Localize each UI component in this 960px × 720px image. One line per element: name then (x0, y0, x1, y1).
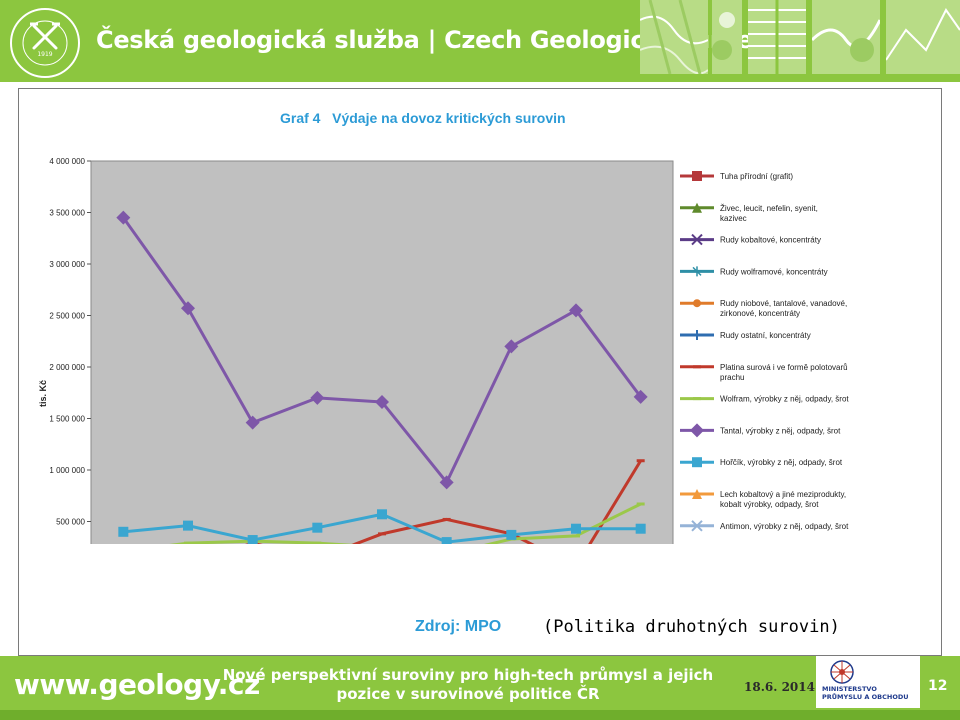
legend-label: Tuha přírodní (grafit) (720, 172, 793, 181)
legend-item: Lech kobaltový a jiné meziprodukty,kobal… (680, 489, 846, 509)
data-point (636, 502, 645, 506)
legend-item: Tantal, výrobky z něj, odpady, šrot (680, 423, 841, 438)
y-tick-label: 1 000 000 (49, 466, 85, 475)
data-point (118, 526, 129, 537)
legend-label: Hořčík, výrobky z něj, odpady, šrot (720, 458, 843, 467)
plot-area (90, 160, 674, 544)
legend-item: Platina surová i ve formě polotovarůprac… (680, 363, 848, 382)
y-tick-label: 2 000 000 (49, 363, 85, 372)
legend-label: Antimon, výrobky z něj, odpady, šrot (720, 522, 849, 531)
data-point (690, 423, 704, 438)
y-tick-label: 3 000 000 (49, 260, 85, 269)
data-point (633, 389, 648, 404)
source-note: (Politika druhotných surovin) (543, 617, 840, 637)
header-decor-tile (712, 0, 742, 74)
legend-label: Tantal, výrobky z něj, odpady, šrot (720, 426, 841, 435)
legend-item: Rudy ostatní, koncentráty (680, 330, 811, 340)
data-point (693, 397, 701, 401)
legend-item: Živec, leucit, nefelin, syenit,kazivec (680, 202, 818, 223)
data-point (378, 532, 386, 536)
y-tick-label: 3 500 000 (49, 209, 85, 218)
legend-label: prachu (720, 373, 744, 382)
legend-label: zirkonové, koncentráty (720, 309, 800, 318)
svg-text:1919: 1919 (37, 51, 52, 58)
ministry-name: MINISTERSTVO PRŮMYSLU A OBCHODU (822, 685, 909, 701)
data-point (692, 457, 702, 468)
data-point (442, 517, 451, 521)
y-tick-label: 4 000 000 (49, 157, 85, 166)
legend-item: Rudy niobové, tantalové, vanadové,zirkon… (680, 299, 847, 318)
legend-item: Tuha přírodní (grafit) (680, 171, 793, 181)
series (116, 210, 648, 490)
legend-label: Rudy kobaltové, koncentráty (720, 236, 821, 245)
legend-item: Hořčík, výrobky z něj, odpady, šrot (680, 457, 843, 468)
legend-label: kazivec (720, 214, 747, 223)
legend-label: kobalt výrobky, odpady, šrot (720, 500, 819, 509)
legend-label: Živec, leucit, nefelin, syenit, (720, 204, 818, 213)
data-point (693, 365, 701, 369)
legend-item: Rudy wolframové, koncentráty (680, 266, 828, 277)
y-axis-title: tis. Kč (38, 380, 48, 407)
ministry-logo: MINISTERSTVO PRŮMYSLU A OBCHODU (816, 656, 920, 708)
legend-label: Wolfram, výrobky z něj, odpady, šrot (720, 395, 849, 404)
header-decor-tile (886, 0, 960, 74)
footer-website-link[interactable]: www.geology.cz (14, 668, 260, 701)
data-point (116, 210, 131, 225)
data-point (692, 330, 702, 340)
data-point (181, 301, 195, 316)
chart-title: Graf 4 Výdaje na dovoz kritických surovi… (280, 110, 566, 126)
data-point (504, 339, 519, 354)
data-point (313, 541, 322, 544)
legend-label: Lech kobaltový a jiné meziprodukty, (720, 490, 846, 499)
data-point (310, 390, 325, 405)
cgs-logo: 1919 (10, 8, 80, 78)
data-point (569, 303, 583, 318)
data-point (571, 523, 581, 534)
page-number: 12 (928, 678, 948, 694)
footer-bottom-strip (0, 710, 960, 720)
data-point (245, 415, 260, 430)
source-label: Zdroj: MPO (415, 618, 502, 635)
ministry-globe-icon (830, 660, 854, 684)
y-tick-label: 500 000 (56, 518, 85, 527)
data-point (441, 537, 452, 544)
data-point (692, 489, 702, 499)
data-point (572, 534, 580, 538)
data-point (693, 299, 701, 308)
data-point (691, 520, 703, 532)
legend-item: Antimon, výrobky z něj, odpady, šrot (680, 520, 849, 532)
footer-date: 18.6. 2014 (744, 680, 815, 694)
header-decor-tile (640, 0, 708, 74)
data-point (247, 535, 258, 544)
data-point (377, 509, 387, 520)
legend-label: Rudy wolframové, koncentráty (720, 267, 828, 276)
chart: Graf 4 Výdaje na dovoz kritických surovi… (38, 110, 849, 544)
data-point (691, 233, 703, 246)
data-point (375, 395, 389, 410)
y-tick-label: 2 500 000 (49, 312, 85, 321)
data-point (312, 522, 323, 533)
data-point (692, 266, 702, 277)
header-bar: 1919 Česká geologická služba | Czech Geo… (0, 0, 960, 82)
legend-label: Platina surová i ve formě polotovarů (720, 363, 848, 372)
series-line (169, 502, 642, 544)
series (118, 509, 646, 544)
footer-bar: www.geology.cz Nové perspektivní surovin… (0, 656, 960, 720)
legend-label: Rudy ostatní, koncentráty (720, 331, 811, 340)
y-tick-label: 1 500 000 (49, 415, 85, 424)
data-point (439, 475, 454, 490)
legend-label: Rudy niobové, tantalové, vanadové, (720, 299, 847, 308)
legend-item: Rudy kobaltové, koncentráty (680, 233, 821, 246)
data-point (635, 523, 646, 534)
data-point (692, 171, 702, 181)
header-decor-tile (748, 0, 806, 74)
data-point (506, 529, 517, 540)
data-point (183, 520, 193, 531)
data-point (184, 541, 192, 544)
footer-presentation-title: Nové perspektivní suroviny pro high-tech… (222, 666, 714, 703)
data-point (692, 202, 702, 213)
legend-item: Wolfram, výrobky z něj, odpady, šrot (680, 395, 849, 404)
header-decor-tile (812, 0, 880, 74)
data-point (636, 459, 645, 463)
